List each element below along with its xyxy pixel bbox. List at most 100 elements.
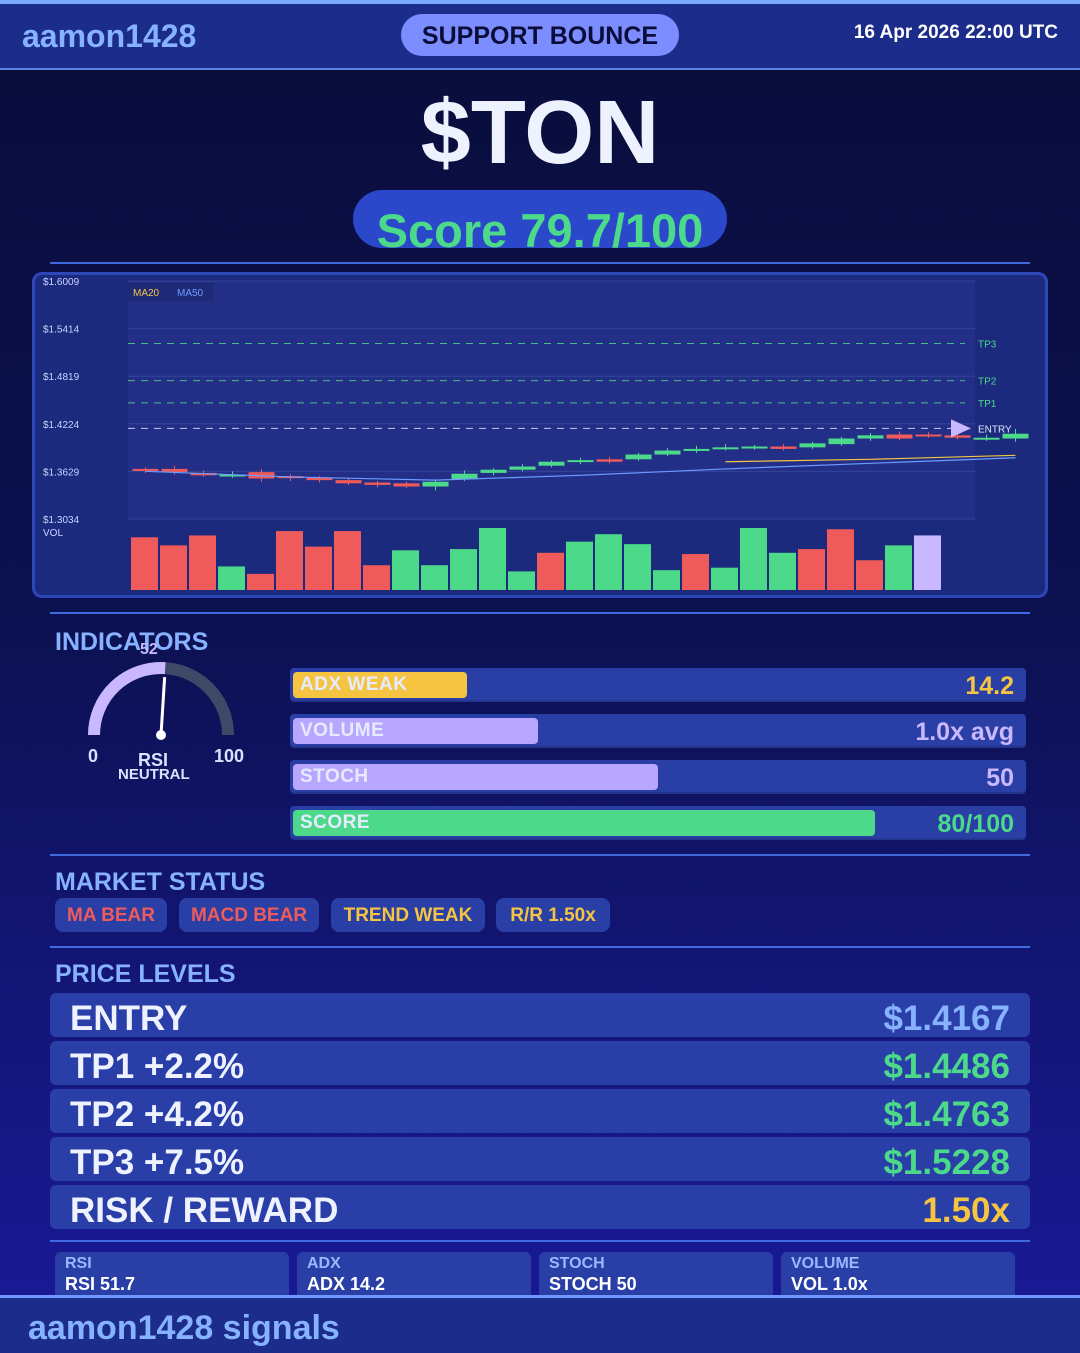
divider bbox=[50, 262, 1030, 264]
y-tick-label: $1.6009 bbox=[43, 277, 80, 288]
volume-bar bbox=[334, 531, 361, 590]
candle-body bbox=[480, 469, 507, 473]
volume-bar bbox=[450, 549, 477, 590]
score-bar-fill bbox=[293, 810, 875, 836]
stat-card-adx: ADX ADX 14.2 bbox=[297, 1252, 531, 1296]
volume-bar bbox=[740, 528, 767, 590]
level-name: RISK / REWARD bbox=[70, 1191, 339, 1230]
gauge-needle bbox=[159, 677, 167, 736]
score-text: Score 79.7/100 bbox=[376, 204, 704, 249]
candle-body bbox=[538, 461, 565, 466]
stat-key: ADX bbox=[307, 1255, 341, 1272]
candle-body bbox=[451, 473, 478, 480]
level-label-tp2: TP2 bbox=[978, 377, 997, 388]
plot-area bbox=[128, 281, 975, 519]
volume-bar bbox=[856, 560, 883, 590]
footer-text: aamon1428 signals bbox=[28, 1309, 340, 1347]
volume-bar bbox=[624, 544, 651, 590]
stat-value: ADX 14.2 bbox=[307, 1274, 386, 1294]
timestamp: 16 Apr 2026 22:00 UTC bbox=[853, 22, 1058, 43]
candle-body bbox=[944, 435, 971, 438]
legend-box bbox=[128, 283, 214, 301]
status-tag-trend: TREND WEAK bbox=[331, 898, 485, 932]
level-label-entry: ENTRY bbox=[978, 424, 1012, 435]
adx-bar-label: ADX WEAK bbox=[300, 674, 408, 695]
level-label-tp3: TP3 bbox=[978, 339, 997, 350]
candle-body bbox=[828, 438, 855, 445]
level-price: $1.4486 bbox=[883, 1047, 1010, 1086]
y-tick-label: $1.3629 bbox=[43, 467, 80, 478]
candle-body bbox=[799, 443, 826, 448]
volume-bar bbox=[769, 552, 796, 590]
level-row-tp1: TP1 +2.2% $1.4486 bbox=[50, 1041, 1030, 1086]
stat-key: VOLUME bbox=[791, 1255, 860, 1272]
price-chart: $1.6009 $1.5414 $1.4819 $1.4224 $1.3629 $1.30… bbox=[32, 272, 1048, 598]
volume-bar bbox=[189, 535, 216, 590]
candle-body bbox=[857, 435, 884, 439]
candle-body bbox=[596, 459, 623, 462]
level-row-risk-reward: RISK / REWARD 1.50x bbox=[50, 1185, 1030, 1230]
rsi-value: 52 bbox=[140, 641, 158, 658]
candle-body bbox=[741, 446, 768, 449]
candle-body bbox=[915, 434, 942, 437]
candle-body bbox=[625, 454, 652, 460]
level-row-entry: ENTRY $1.4167 bbox=[50, 993, 1030, 1038]
brand-name: aamon1428 bbox=[22, 18, 197, 54]
candle-body bbox=[1002, 433, 1029, 439]
candle-body bbox=[509, 466, 536, 470]
status-tag-ma: MA BEAR bbox=[55, 898, 167, 932]
volume-bar bbox=[218, 566, 245, 590]
candle-body bbox=[567, 460, 594, 463]
level-price: $1.5228 bbox=[883, 1143, 1010, 1182]
volume-bar bbox=[653, 570, 680, 590]
level-label-tp1: TP1 bbox=[978, 399, 997, 410]
status-tag-rr: R/R 1.50x bbox=[496, 898, 610, 932]
stat-value: STOCH 50 bbox=[549, 1274, 637, 1294]
y-tick-label: $1.5414 bbox=[43, 325, 80, 336]
top-accent-line bbox=[0, 0, 1080, 4]
volume-bar bbox=[914, 535, 941, 590]
volume-bar bbox=[682, 554, 709, 590]
candle-body bbox=[683, 448, 710, 451]
entry-arrow bbox=[951, 419, 971, 438]
volume-bar bbox=[508, 571, 535, 590]
rsi-gauge: 52 0 100 RSI NEUTRAL bbox=[80, 640, 260, 790]
volume-bar bbox=[479, 528, 506, 590]
score-badge: Score 79.7/100 bbox=[353, 190, 727, 248]
level-row-tp3: TP3 +7.5% $1.5228 bbox=[50, 1137, 1030, 1182]
level-price: 1.50x bbox=[922, 1191, 1010, 1230]
stat-card-volume: VOLUME VOL 1.0x bbox=[781, 1252, 1015, 1296]
price-chart-svg: $1.6009 $1.5414 $1.4819 $1.4224 $1.3629 $1.30… bbox=[43, 277, 1029, 590]
volume-bar bbox=[247, 573, 274, 590]
volume-bar bbox=[305, 546, 332, 590]
volume-bar-value: 1.0x avg bbox=[915, 718, 1014, 746]
level-name: TP3 +7.5% bbox=[70, 1143, 245, 1182]
divider bbox=[50, 946, 1030, 948]
level-name: ENTRY bbox=[70, 999, 188, 1038]
stat-key: RSI bbox=[65, 1255, 92, 1272]
adx-bar: ADX WEAK 14.2 bbox=[290, 668, 1026, 702]
header-bar: aamon1428 SUPPORT BOUNCE 16 Apr 2026 22:… bbox=[0, 4, 1080, 70]
candle-body bbox=[364, 482, 391, 485]
candle-body bbox=[161, 468, 188, 473]
level-price: $1.4167 bbox=[883, 999, 1010, 1038]
rsi-max-label: 100 bbox=[214, 746, 245, 766]
candle-body bbox=[973, 437, 1000, 440]
ticker-symbol: $TON bbox=[420, 83, 660, 183]
rsi-min-label: 0 bbox=[88, 746, 99, 766]
rsi-label: RSI bbox=[138, 750, 169, 770]
candle-body bbox=[393, 483, 420, 487]
rsi-gauge-dial bbox=[88, 662, 234, 740]
legend-ma20: MA20 bbox=[133, 288, 160, 299]
y-tick-label: $1.4819 bbox=[43, 372, 80, 383]
volume-bar bbox=[131, 537, 158, 590]
candle-body bbox=[335, 480, 362, 484]
adx-bar-value: 14.2 bbox=[965, 672, 1014, 700]
volume-bar bbox=[421, 565, 448, 590]
stoch-bar: STOCH 50 bbox=[290, 760, 1026, 794]
stoch-bar-value: 50 bbox=[986, 764, 1014, 792]
footer-bar: aamon1428 signals bbox=[0, 1295, 1080, 1353]
level-name: TP1 +2.2% bbox=[70, 1047, 245, 1086]
rsi-state: NEUTRAL bbox=[118, 766, 190, 783]
volume-bar-fill bbox=[293, 718, 538, 744]
